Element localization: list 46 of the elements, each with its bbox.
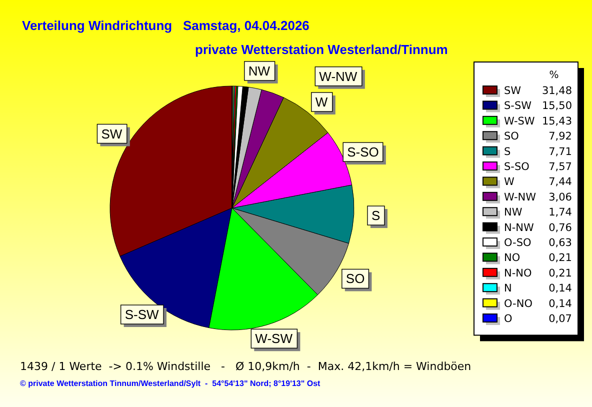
data-label: 0,21	[548, 267, 572, 280]
legend-label: W-NW	[504, 191, 537, 204]
text: © private Wetterstation Tinnum/Westerland/Sylt - 54°54'13" Nord; 8°19'13" Ost	[20, 379, 321, 388]
data-label: 31,48	[542, 85, 572, 97]
chart-title: Verteilung Windrichtung Samstag, 04.04.2026	[22, 18, 310, 33]
legend-label: W	[504, 176, 515, 188]
data-label: 7,92	[548, 130, 572, 143]
legend-label: S	[504, 146, 511, 158]
slice-label: S-SW	[124, 307, 160, 322]
data-label: 15,50	[542, 100, 572, 112]
slice-label: W-SW	[255, 331, 294, 346]
data-label: 0,14	[548, 298, 572, 310]
data-label: 7,71	[548, 146, 572, 158]
text: 1439 / 1 Werte -> 0.1% Windstille - Ø 10,9km/h - Max. 42,1km/h = Windböen	[20, 360, 472, 373]
legend-label: S-SW	[504, 100, 532, 112]
data-label: 0,76	[548, 222, 572, 234]
data-label: 1,74	[548, 206, 572, 219]
data-label: 0,63	[548, 237, 572, 249]
slice-label: S-SO	[347, 144, 379, 160]
data-label: 0,21	[548, 252, 572, 264]
legend-label: NO	[504, 252, 520, 264]
legend-label: S-SO	[504, 161, 530, 173]
legend-label: N	[504, 282, 512, 295]
slice-label: S	[371, 208, 380, 224]
data-label: 15,43	[542, 115, 572, 128]
legend-label: NW	[504, 206, 523, 219]
data-label: 0,14	[548, 282, 572, 295]
slice-label: NW	[248, 63, 271, 78]
category-label: W-NW	[319, 68, 358, 84]
legend-label: N-NO	[504, 267, 532, 280]
legend-label: O	[504, 313, 512, 325]
legend-label: O-SO	[504, 237, 532, 249]
legend-title: %	[549, 70, 559, 81]
data-label: 7,57	[548, 161, 572, 173]
data-label: 0,07	[548, 313, 572, 325]
legend-label: N-NW	[504, 222, 534, 234]
legend-label: SW	[504, 85, 522, 97]
slice-label: W	[315, 94, 328, 110]
legend-label: W-SW	[504, 115, 536, 128]
chart-subtitle: private Wetterstation Westerland/Tinnum	[195, 42, 448, 57]
legend-label: O-NO	[504, 298, 532, 310]
data-label: 3,06	[548, 191, 572, 204]
legend-label: SO	[504, 130, 519, 143]
data-label: 7,44	[548, 176, 572, 188]
slice-label: SW	[101, 126, 123, 142]
slice-label: SO	[346, 271, 365, 286]
